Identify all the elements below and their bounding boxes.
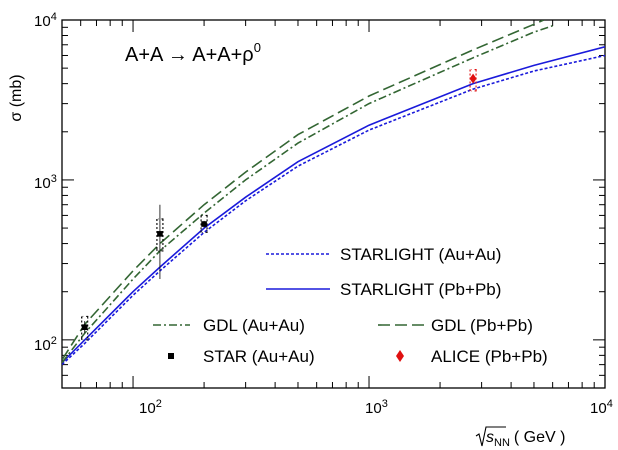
legend-label-gdl-pbpb: GDL (Pb+Pb) [431, 316, 533, 335]
legend-label-starlight-auau: STARLIGHT (Au+Au) [340, 245, 501, 264]
y-tick-labels: 104 103 102 [34, 11, 57, 354]
axis-ticks [61, 19, 606, 389]
sqrt-sign [475, 426, 506, 447]
series-line-gdl-au-au [62, 25, 553, 364]
point-star-au-au-2-sys-box [200, 215, 208, 233]
legend: STARLIGHT (Au+Au) STARLIGHT (Pb+Pb) GDL … [153, 245, 548, 366]
point-star-au-au-1 [157, 231, 163, 237]
legend-marker-star-auau [168, 353, 174, 359]
plot-frame [61, 19, 606, 389]
point-star-au-au-2 [201, 221, 207, 227]
legend-entry-star-auau: STAR (Au+Au) [168, 347, 315, 366]
x-tick-label-10000: 104 [590, 398, 613, 417]
series-line-starlight-pb-pb [62, 46, 605, 364]
point-star-au-au-1-sys-box [156, 218, 164, 251]
legend-entry-alice-pbpb: ALICE (Pb+Pb) [396, 347, 548, 366]
y-tick-label-10000: 104 [34, 11, 57, 30]
series-line-starlight-au-au [62, 54, 605, 366]
y-axis-title: σ (mb) [8, 74, 25, 121]
x-axis-title: sNN( GeV ) [475, 426, 565, 449]
y-tick-label-1000: 103 [34, 173, 57, 192]
legend-marker-alice-pbpb [396, 350, 404, 362]
legend-label-star-auau: STAR (Au+Au) [203, 347, 315, 366]
legend-label-gdl-auau: GDL (Au+Au) [203, 316, 305, 335]
point-alice-pb-pb-0 [469, 73, 477, 84]
x-tick-label-100: 102 [139, 398, 162, 417]
legend-entry-gdl-pbpb: GDL (Pb+Pb) [378, 316, 533, 335]
point-star-au-au-0 [81, 324, 88, 330]
point-star-au-au-2-sys-error [200, 214, 208, 233]
svg-text:sNN( GeV ): sNN( GeV ) [486, 429, 565, 449]
process-label: A+A → A+A+ρ0 [125, 40, 261, 66]
legend-entry-gdl-auau: GDL (Au+Au) [153, 316, 305, 335]
point-alice-pb-pb-0-sys-box [469, 69, 477, 91]
y-tick-label-100: 102 [34, 335, 57, 354]
point-alice-pb-pb-0-sys-error [469, 68, 477, 92]
x-tick-labels: 102 103 104 [139, 398, 613, 417]
x-tick-label-1000: 103 [365, 398, 388, 417]
legend-entry-starlight-auau: STARLIGHT (Au+Au) [266, 245, 501, 264]
data-points [81, 68, 477, 341]
legend-label-alice-pbpb: ALICE (Pb+Pb) [431, 347, 548, 366]
series-line-gdl-pb-pb [62, 20, 545, 361]
model-curves [62, 20, 605, 366]
legend-label-starlight-pbpb: STARLIGHT (Pb+Pb) [340, 280, 501, 299]
legend-entry-starlight-pbpb: STARLIGHT (Pb+Pb) [266, 280, 501, 299]
